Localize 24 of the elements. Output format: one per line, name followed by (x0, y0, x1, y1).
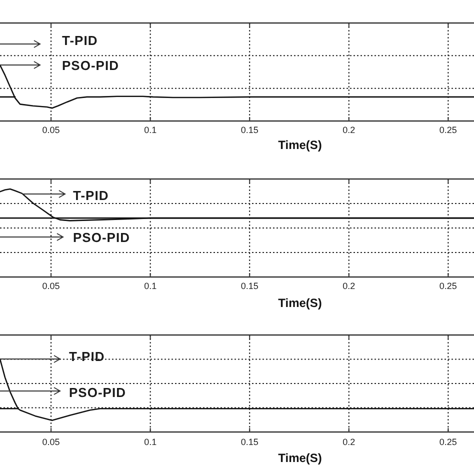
text: T-PID (62, 33, 98, 48)
x-tick-label: 0.1 (144, 281, 157, 291)
annotation: PSO-PID (62, 58, 119, 74)
x-axis-title: Time(S) (278, 451, 322, 465)
x-tick-label: 0.1 (144, 125, 157, 135)
x-tick-label: 0.25 (439, 281, 457, 291)
annotation: PSO-PID (73, 230, 130, 246)
x-tick-label: 0.05 (42, 125, 60, 135)
x-tick-label: 0.2 (342, 125, 356, 135)
x-axis-title: Time(S) (278, 138, 322, 152)
x-tick-label: 0.25 (439, 125, 457, 135)
x-tick-label: 0.25 (439, 437, 457, 447)
annotation: T-PID (73, 188, 109, 204)
x-tick-label: 0.05 (42, 281, 60, 291)
annotation: T-PID (69, 349, 105, 364)
x-tick-label: 0.2 (342, 281, 356, 291)
annotation: PSO-PID (69, 385, 126, 400)
x-tick-label: 0.15 (240, 125, 258, 135)
x-tick-label: 0.2 (342, 437, 356, 447)
x-tick-label: 0.1 (144, 437, 157, 447)
x-tick-label: 0.05 (42, 437, 60, 447)
x-tick-label: 0.15 (240, 281, 258, 291)
x-tick-label: 0.15 (240, 437, 258, 447)
x-axis-title: Time(S) (278, 296, 322, 310)
